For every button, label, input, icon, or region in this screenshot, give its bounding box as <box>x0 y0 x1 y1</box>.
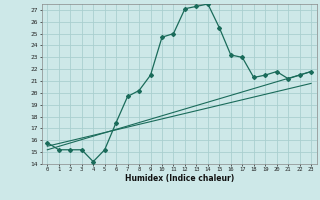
X-axis label: Humidex (Indice chaleur): Humidex (Indice chaleur) <box>124 174 234 183</box>
